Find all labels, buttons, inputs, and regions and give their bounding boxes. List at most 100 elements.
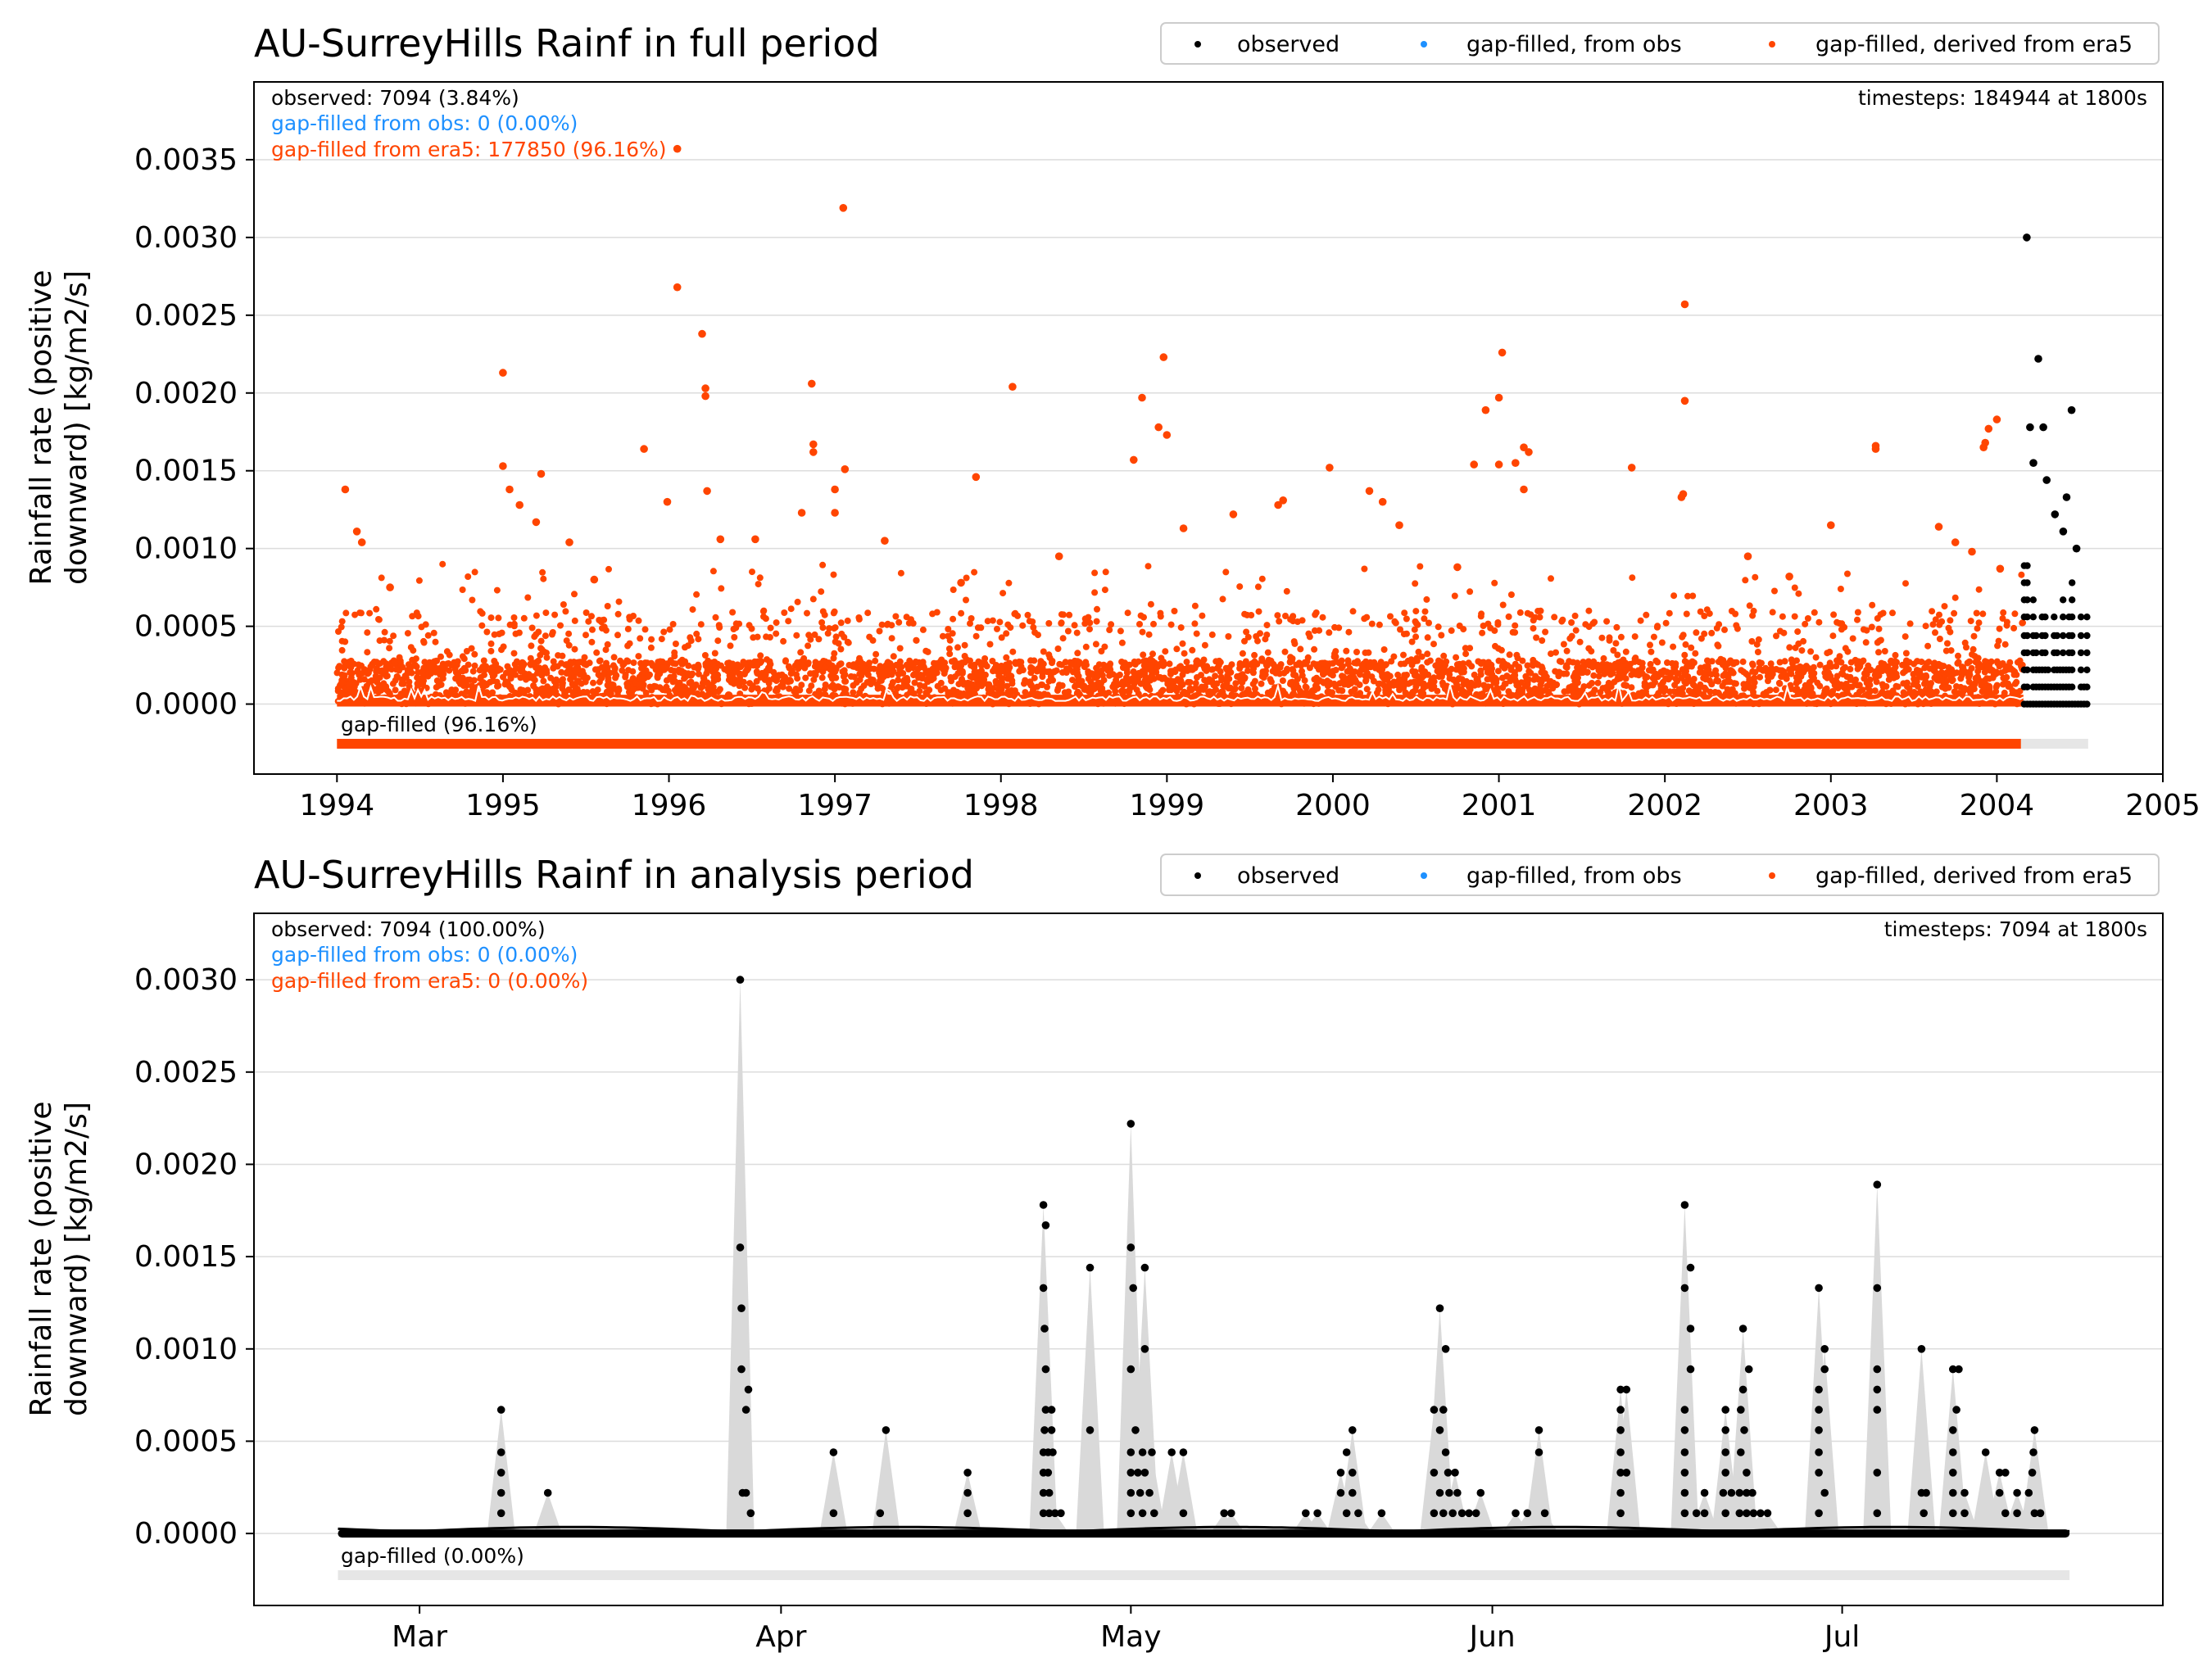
era5-dense-point: [1555, 672, 1562, 680]
era5-dense-point: [1507, 664, 1515, 672]
era5-dense-point: [1582, 621, 1589, 628]
data-point: [1721, 1448, 1729, 1456]
data-point: [736, 1243, 745, 1252]
era5-dense-point: [1082, 643, 1090, 650]
era5-dense-point: [773, 619, 780, 627]
era5-dense-point: [338, 646, 346, 654]
era5-dense-point: [1172, 666, 1180, 673]
era5-dense-point: [1557, 658, 1565, 665]
era5-dense-point: [430, 629, 437, 636]
data-point: [1220, 1509, 1228, 1518]
era5-dense-point: [437, 653, 444, 660]
era5-dense-point: [1313, 674, 1320, 682]
data-point: [1820, 1488, 1829, 1497]
era5-dense-point: [1672, 660, 1679, 668]
era5-dense-point: [780, 637, 787, 645]
era5-dense-point: [575, 659, 582, 666]
era5-dense-point: [380, 658, 388, 665]
data-point: [2001, 1469, 2010, 1477]
data-point: [341, 485, 350, 494]
era5-dense-point: [1536, 614, 1543, 621]
data-point: [2001, 1509, 2010, 1518]
era5-dense-point: [678, 668, 686, 675]
data-point: [1743, 552, 1752, 560]
era5-dense-point: [2000, 609, 2007, 616]
era5-dense-point: [582, 678, 589, 686]
era5-dense-point: [1158, 675, 1166, 682]
era5-dense-point: [913, 636, 920, 644]
data-point: [831, 509, 839, 517]
data-point: [701, 392, 709, 401]
era5-dense-point: [1507, 677, 1514, 685]
era5-dense-point: [1289, 614, 1296, 621]
era5-dense-point: [1434, 687, 1441, 695]
era5-dense-point: [1201, 665, 1208, 672]
era5-dense-point: [1693, 629, 1700, 636]
era5-dense-point: [1379, 681, 1386, 688]
plot-frame: [253, 912, 2164, 1606]
rain-envelope: [1466, 1492, 1495, 1534]
observed-dense-point: [2083, 614, 2091, 621]
era5-dense-point: [1394, 671, 1402, 678]
era5-dense-point: [1353, 679, 1360, 686]
era5-dense-point: [519, 668, 526, 675]
x-tick-label: 1997: [797, 789, 873, 822]
era5-dense-point: [1495, 645, 1502, 652]
era5-dense-point: [1135, 658, 1142, 665]
era5-dense-point: [1875, 625, 1883, 632]
observed-dense-point: [2077, 614, 2085, 621]
data-point: [1445, 1488, 1453, 1497]
era5-dense-point: [1145, 683, 1153, 691]
data-point: [1453, 1488, 1462, 1497]
era5-dense-point: [701, 652, 709, 659]
data-point: [673, 283, 682, 292]
era5-dense-point: [1793, 657, 1800, 664]
data-point: [1692, 1509, 1701, 1518]
data-point: [1873, 1469, 1882, 1477]
data-point: [1465, 1509, 1473, 1518]
era5-dense-point: [1768, 672, 1775, 680]
data-point: [1680, 300, 1689, 309]
era5-dense-point: [1499, 601, 1507, 609]
data-point: [2030, 1509, 2039, 1518]
era5-dense-point: [1408, 638, 1416, 645]
x-tick-label: 2005: [2125, 789, 2201, 822]
era5-dense-point: [1690, 659, 1698, 667]
era5-dense-point: [1861, 675, 1868, 682]
data-point: [1785, 573, 1793, 581]
era5-dense-point: [495, 614, 502, 622]
data-point: [1378, 497, 1387, 506]
era5-dense-point: [1338, 657, 1345, 664]
era5-dense-point: [926, 672, 933, 680]
era5-dense-point: [757, 673, 764, 681]
era5-dense-point: [529, 672, 537, 680]
era5-dense-point: [1241, 637, 1248, 645]
era5-dense-point: [1145, 563, 1152, 570]
era5-dense-point: [469, 596, 476, 604]
rain-envelope: [819, 1452, 848, 1534]
era5-dense-point: [764, 656, 770, 663]
era5-dense-point: [998, 686, 1005, 693]
era5-dense-point: [1373, 690, 1380, 697]
era5-dense-point: [948, 658, 955, 665]
era5-dense-point: [1689, 681, 1697, 688]
data-point: [1051, 1509, 1059, 1518]
era5-dense-point: [695, 670, 702, 677]
era5-dense-point: [1986, 685, 1993, 692]
era5-dense-point: [1348, 668, 1355, 675]
era5-dense-point: [560, 601, 567, 608]
era5-dense-point: [1345, 678, 1353, 686]
era5-dense-point: [1448, 627, 1455, 634]
observed-dense-point: [2024, 596, 2031, 604]
era5-dense-point: [682, 644, 688, 651]
era5-dense-point: [1029, 618, 1036, 625]
era5-dense-point: [373, 668, 380, 675]
era5-dense-point: [1166, 660, 1173, 668]
era5-dense-point: [1775, 679, 1783, 686]
era5-dense-point: [1319, 670, 1326, 677]
era5-dense-point: [1158, 688, 1165, 695]
era5-dense-point: [401, 672, 409, 680]
era5-dense-point: [1148, 667, 1155, 674]
data-point: [1336, 1469, 1345, 1477]
timesteps-stat: timesteps: 184944 at 1800s: [1858, 86, 2147, 110]
